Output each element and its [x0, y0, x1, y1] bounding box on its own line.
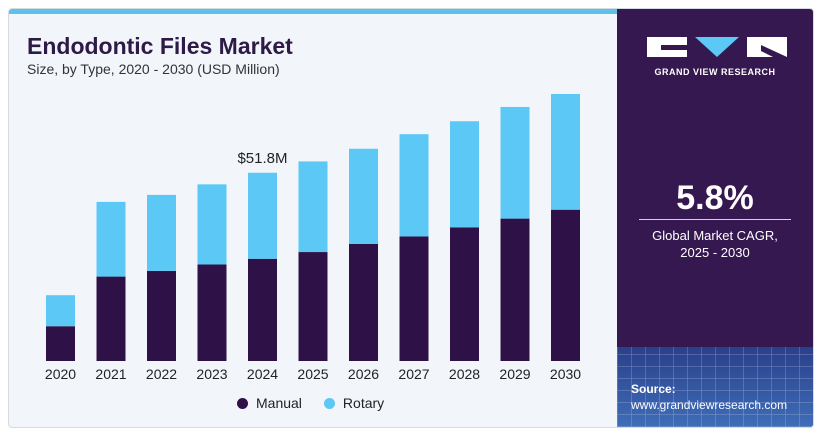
- panel-grid-decoration: [617, 347, 813, 427]
- x-tick-label-2024: 2024: [247, 366, 278, 382]
- chart-title: Endodontic Files Market: [27, 33, 293, 59]
- bar-manual-2029: [500, 218, 530, 361]
- brand-name: GRAND VIEW RESEARCH: [654, 67, 776, 77]
- cagr-value: 5.8%: [676, 179, 754, 217]
- x-tick-label-2029: 2029: [499, 366, 530, 382]
- legend-swatch-rotary: [323, 397, 335, 409]
- bar-rotary-2030: [551, 94, 580, 210]
- cagr-divider: [639, 219, 791, 220]
- chart-legend: Manual Rotary: [237, 395, 384, 411]
- x-tick-label-2021: 2021: [95, 366, 126, 382]
- cagr-label-line1: Global Market CAGR,: [652, 228, 778, 243]
- annotation-label-2024: $51.8M: [237, 150, 287, 167]
- x-tick-label-2028: 2028: [449, 366, 480, 382]
- bar-rotary-2022: [147, 194, 176, 271]
- legend-item-manual: Manual: [237, 395, 302, 411]
- stacked-bar-chart: 2020 2021 2022 2023 2024 $51.8M 2025 2026 2027 20…: [45, 94, 581, 382]
- bar-rotary-2027: [399, 134, 429, 237]
- bar-manual-2026: [349, 243, 378, 361]
- cagr-label-line2: 2025 - 2030: [680, 245, 750, 260]
- x-tick-label-2022: 2022: [146, 366, 177, 382]
- bar-rotary-2029: [500, 106, 530, 219]
- bar-manual-2022: [147, 270, 176, 361]
- chart-subtitle: Size, by Type, 2020 - 2030 (USD Million): [27, 61, 280, 77]
- legend-item-rotary: Rotary: [323, 395, 385, 411]
- bar-rotary-2025: [298, 161, 328, 253]
- source-block: Source: www.grandviewresearch.com: [631, 381, 787, 413]
- bar-rotary-2020: [46, 295, 75, 327]
- source-url[interactable]: www.grandviewresearch.com: [631, 398, 788, 412]
- bar-rotary-2024: [248, 172, 277, 259]
- bar-manual-2024: [248, 258, 277, 361]
- bar-manual-2028: [450, 227, 479, 361]
- bar-rotary-2021: [96, 201, 126, 277]
- bar-manual-2021: [96, 276, 126, 361]
- x-tick-label-2025: 2025: [297, 366, 328, 382]
- x-tick-label-2027: 2027: [398, 366, 429, 382]
- top-accent-bar: [9, 9, 617, 14]
- chart-card: Endodontic Files Market Size, by Type, 2…: [8, 8, 814, 428]
- x-tick-label-2030: 2030: [550, 366, 581, 382]
- cagr-label: Global Market CAGR, 2025 - 2030: [617, 227, 813, 261]
- bar-rotary-2023: [197, 184, 227, 265]
- bar-manual-2030: [551, 209, 580, 361]
- legend-label-manual: Manual: [256, 395, 302, 411]
- legend-swatch-manual: [237, 397, 248, 409]
- x-tick-label-2023: 2023: [196, 366, 227, 382]
- bar-manual-2025: [298, 252, 328, 361]
- x-tick-label-2020: 2020: [45, 366, 76, 382]
- bar-rotary-2026: [349, 148, 378, 244]
- legend-label-rotary: Rotary: [342, 395, 385, 411]
- x-tick-label-2026: 2026: [348, 366, 379, 382]
- panel-footer-band: [617, 347, 813, 427]
- bar-rotary-2028: [450, 121, 479, 228]
- bar-manual-2020: [46, 326, 75, 361]
- source-label: Source:: [631, 382, 676, 396]
- side-panel: GRAND VIEW RESEARCH 5.8% Global Market C…: [617, 9, 813, 427]
- bar-manual-2027: [399, 236, 429, 361]
- brand-logo-icon: [647, 37, 787, 57]
- bar-manual-2023: [197, 264, 227, 361]
